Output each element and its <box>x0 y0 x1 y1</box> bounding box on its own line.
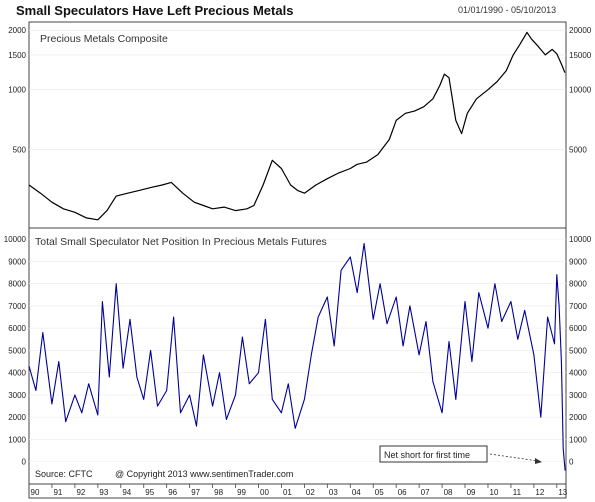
x-tick-label: 93 <box>99 488 108 497</box>
bottom-y-tick-label-right: 9000 <box>569 257 587 266</box>
x-tick-label: 10 <box>490 488 499 497</box>
bottom-y-tick-label-right: 7000 <box>569 302 587 311</box>
x-tick-label: 94 <box>122 488 131 497</box>
top-y-tick-label-right: 20000 <box>569 26 592 35</box>
annotation-arrow-line <box>489 453 539 462</box>
bottom-y-tick-label-left: 10000 <box>4 235 27 244</box>
bottom-y-tick-label-left: 9000 <box>8 257 26 266</box>
bottom-y-tick-label-right: 4000 <box>569 369 587 378</box>
x-tick-label: 04 <box>352 488 361 497</box>
bottom-series-line <box>28 243 566 471</box>
annotation-text: Net short for first time <box>384 450 470 460</box>
bottom-y-tick-label-right: 5000 <box>569 346 587 355</box>
bottom-y-tick-label-left: 1000 <box>8 435 26 444</box>
x-tick-label: 01 <box>283 488 292 497</box>
series-layer <box>28 31 566 471</box>
top-panel-frame <box>28 21 567 229</box>
x-tick-label: 99 <box>237 488 246 497</box>
annotation-arrow-head <box>535 458 542 464</box>
bottom-y-tick-label-right: 10000 <box>569 235 592 244</box>
copyright-text: @ Copyright 2013 www.sentimenTrader.com <box>115 469 293 479</box>
x-tick-label: 90 <box>31 488 40 497</box>
bottom-y-tick-label-right: 8000 <box>569 280 587 289</box>
top-y-tick-label-left: 2000 <box>8 26 26 35</box>
top-y-tick-label-left: 1000 <box>8 86 26 95</box>
bottom-panel-title: Total Small Speculator Net Position In P… <box>35 236 327 248</box>
bottom-y-tick-label-left: 4000 <box>8 369 26 378</box>
top-y-tick-label-right: 5000 <box>569 145 587 154</box>
x-tick-label: 11 <box>513 488 522 497</box>
x-tick-label: 03 <box>329 488 338 497</box>
top-panel-title: Precious Metals Composite <box>40 33 168 45</box>
bottom-y-tick-label-left: 0 <box>22 458 27 467</box>
bottom-y-tick-label-right: 2000 <box>569 413 587 422</box>
top-y-tick-label-right: 10000 <box>569 86 592 95</box>
annotation-box <box>379 445 488 463</box>
bottom-y-tick-label-left: 5000 <box>8 346 26 355</box>
top-y-tick-label-left: 1500 <box>8 51 26 60</box>
source-text: Source: CFTC <box>35 469 93 479</box>
top-y-tick-label-right: 15000 <box>569 51 592 60</box>
bottom-y-tick-label-right: 0 <box>569 458 574 467</box>
bottom-y-tick-label-left: 6000 <box>8 324 26 333</box>
bottom-y-tick-label-right: 6000 <box>569 324 587 333</box>
x-tick-label: 92 <box>76 488 85 497</box>
date-range: 01/01/1990 - 05/10/2013 <box>458 5 557 15</box>
top-series-line <box>28 31 566 221</box>
x-tick-label: 97 <box>191 488 200 497</box>
bottom-y-tick-label-left: 2000 <box>8 413 26 422</box>
bottom-y-tick-label-right: 3000 <box>569 391 587 400</box>
x-axis-strip <box>28 483 567 499</box>
bottom-y-tick-label-left: 7000 <box>8 302 26 311</box>
grid-layer <box>29 29 566 463</box>
bottom-y-tick-label-right: 1000 <box>569 435 587 444</box>
x-tick-label: 95 <box>145 488 154 497</box>
x-tick-label: 09 <box>467 488 476 497</box>
x-tick-label: 96 <box>168 488 177 497</box>
bottom-y-tick-label-left: 3000 <box>8 391 26 400</box>
x-tick-label: 06 <box>398 488 407 497</box>
x-tick-label: 08 <box>444 488 453 497</box>
x-tick-label: 05 <box>375 488 384 497</box>
x-tick-label: 98 <box>214 488 223 497</box>
x-tick-label: 91 <box>53 488 62 497</box>
x-tick-label: 07 <box>421 488 430 497</box>
top-y-tick-label-left: 500 <box>13 145 27 154</box>
x-tick-label: 02 <box>306 488 315 497</box>
bottom-y-tick-label-left: 8000 <box>8 280 26 289</box>
x-tick-label: 00 <box>260 488 269 497</box>
x-tick-label: 13 <box>558 488 567 497</box>
chart-title: Small Speculators Have Left Precious Met… <box>16 3 294 18</box>
x-tick-label: 12 <box>535 488 544 497</box>
